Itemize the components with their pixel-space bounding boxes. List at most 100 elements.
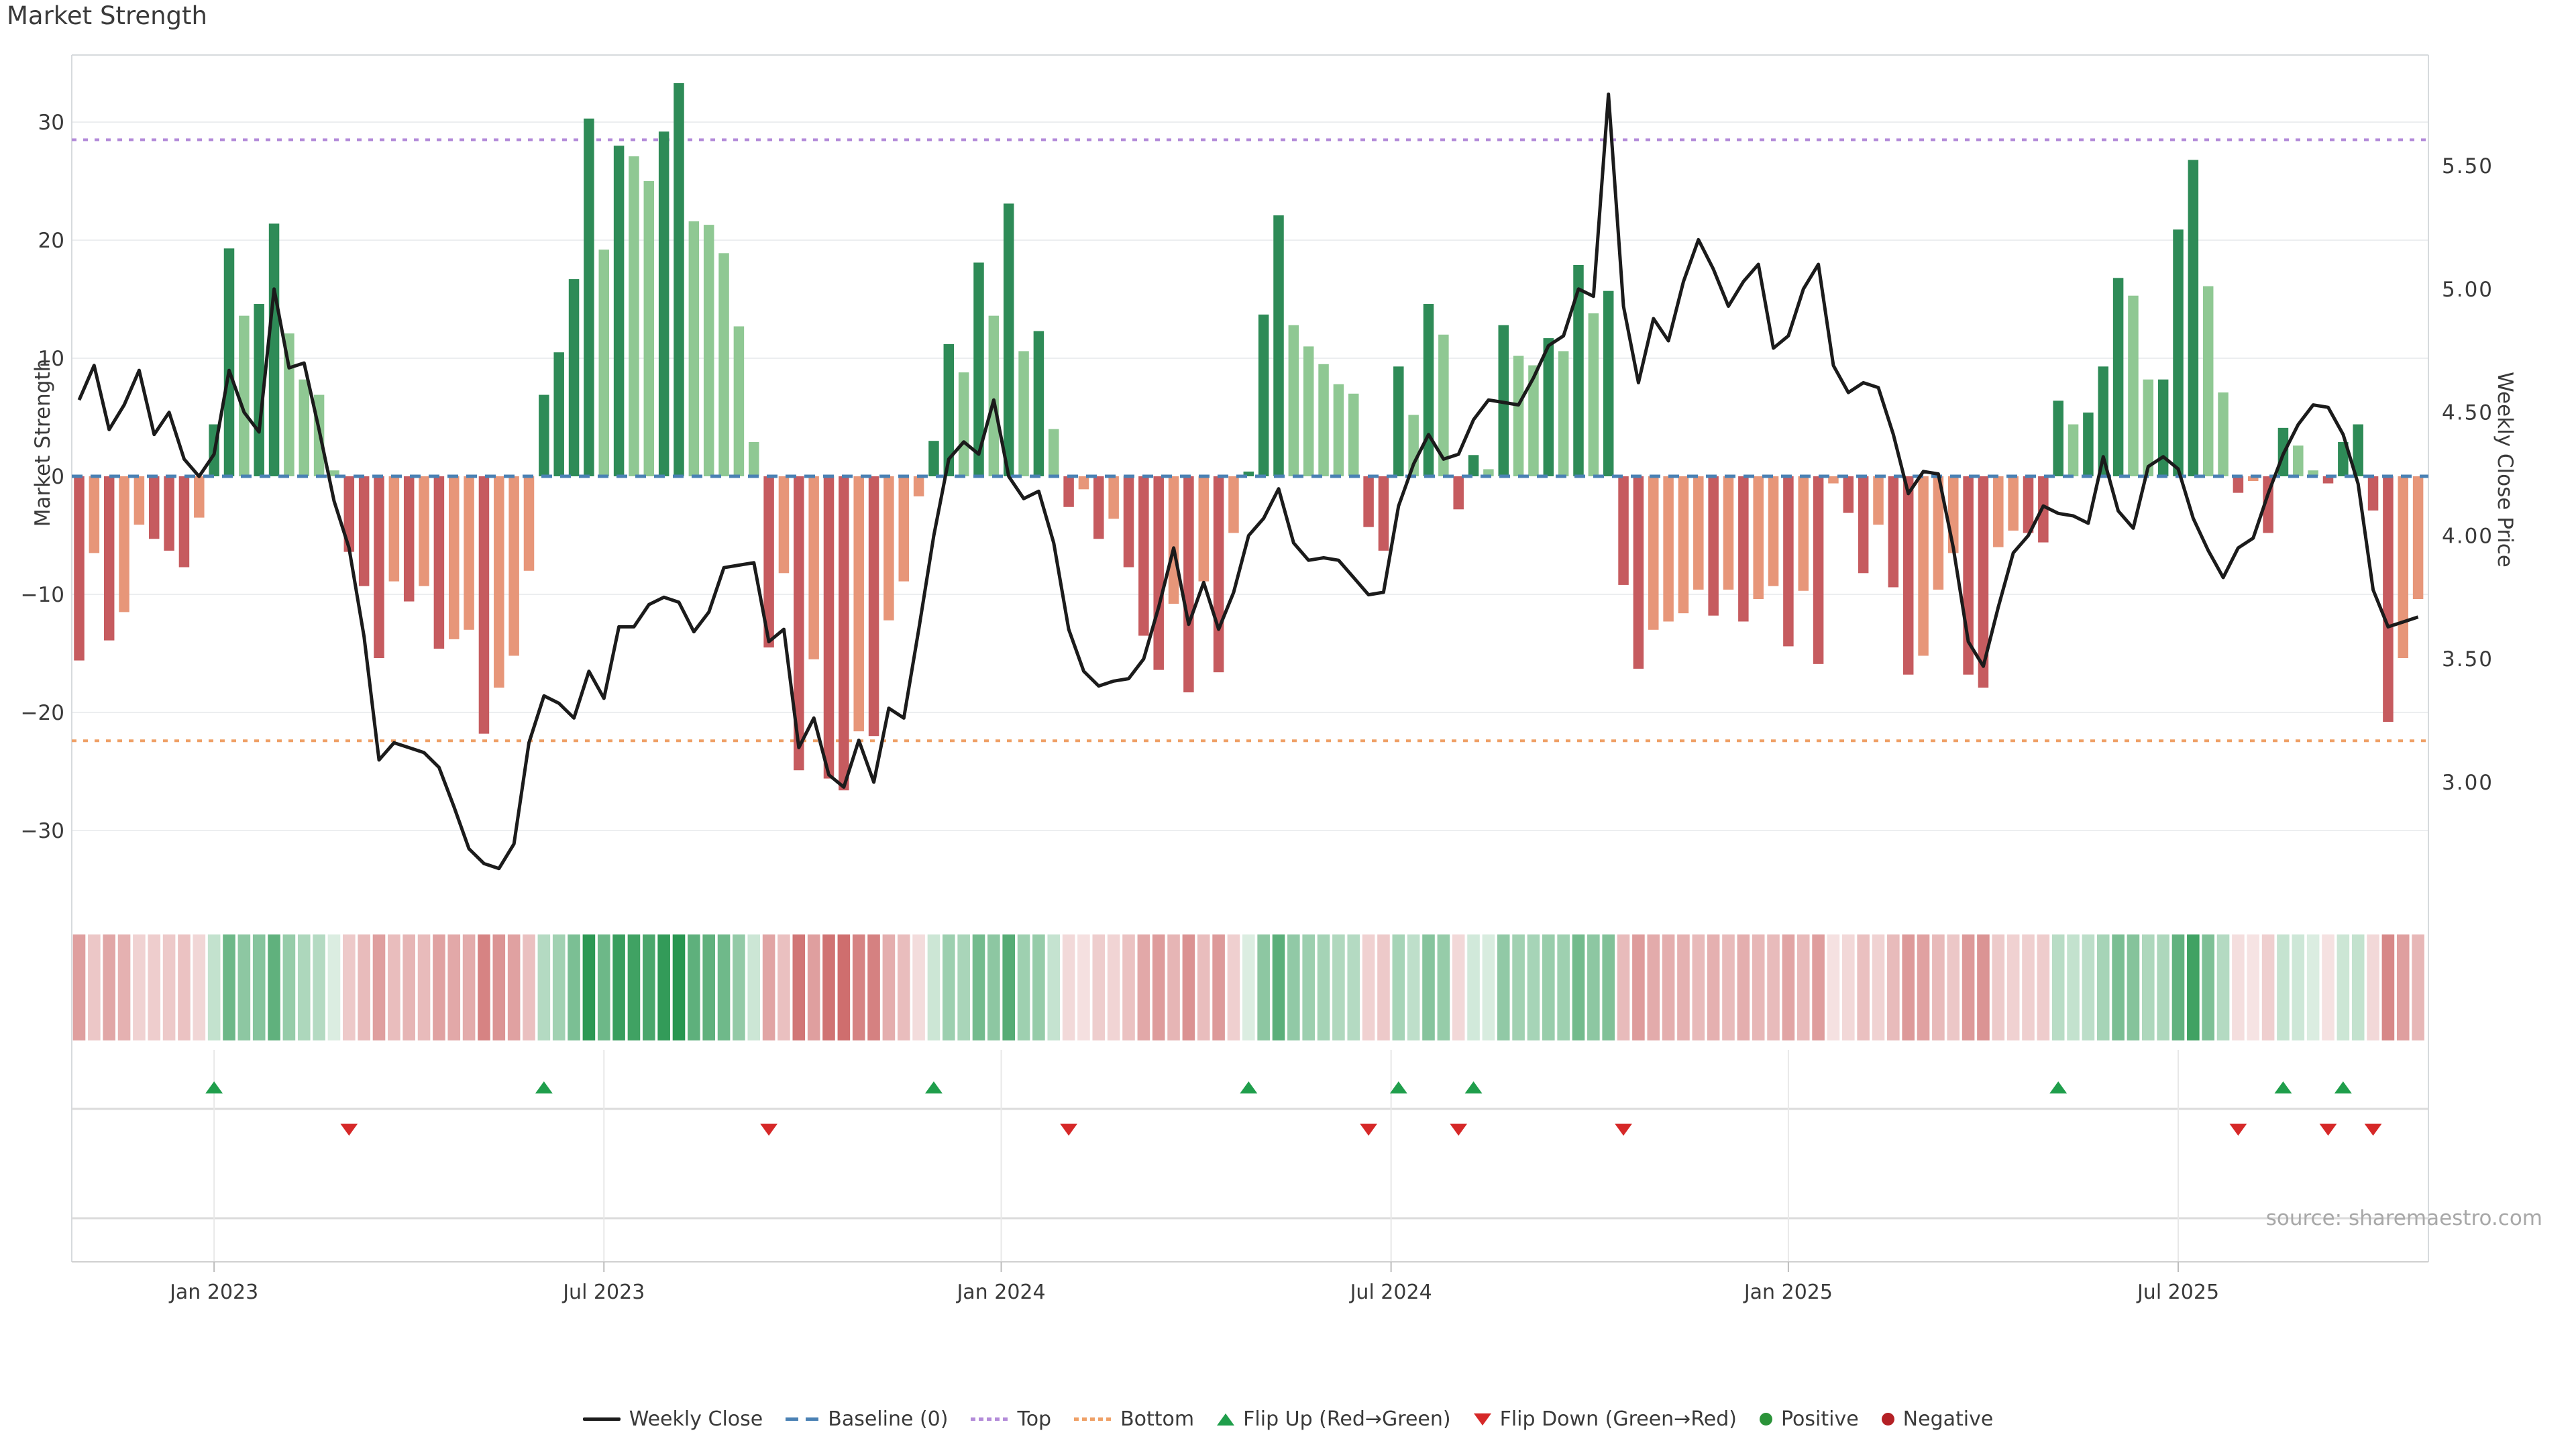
heatmap-cell: [2292, 934, 2305, 1040]
legend-item[interactable]: Baseline (0): [786, 1407, 948, 1431]
legend-item[interactable]: Top: [971, 1407, 1051, 1431]
heatmap-cell: [2051, 934, 2065, 1040]
legend-item[interactable]: Flip Down (Green→Red): [1473, 1407, 1737, 1431]
legend-label: Positive: [1781, 1407, 1859, 1431]
heatmap-cell: [2261, 934, 2275, 1040]
strength-bar: [2233, 476, 2244, 493]
heatmap-cell: [492, 934, 506, 1040]
heatmap-cell: [1902, 934, 1915, 1040]
right-tick-label: 5.00: [2442, 278, 2493, 302]
strength-bar: [1858, 476, 1869, 574]
strength-bar: [149, 476, 160, 539]
flip-down-triangle-icon: [2364, 1124, 2382, 1136]
heatmap-cell: [1032, 934, 1045, 1040]
legend-item[interactable]: Flip Up (Red→Green): [1217, 1407, 1451, 1431]
strength-bar: [464, 476, 474, 630]
weekly-close-line: [77, 92, 2419, 871]
strength-bar: [1288, 325, 1299, 476]
strength-bar: [1393, 366, 1404, 476]
strength-bar: [853, 476, 864, 732]
heatmap-cell: [1707, 934, 1720, 1040]
heatmap-cell: [552, 934, 566, 1040]
heatmap-cell: [1317, 934, 1330, 1040]
flip-up-triangle-icon: [1389, 1081, 1407, 1093]
heatmap-cell: [867, 934, 880, 1040]
heatmap-cell: [237, 934, 251, 1040]
heatmap-cell: [162, 934, 176, 1040]
strength-bar: [658, 131, 669, 476]
heatmap-cell: [1062, 934, 1075, 1040]
strength-bar: [2083, 412, 2094, 476]
page-title: Market Strength: [7, 1, 207, 30]
strength-bar: [1483, 469, 1494, 476]
strength-bar: [239, 315, 250, 476]
strength-bar: [1423, 304, 1434, 476]
heatmap-cell: [1617, 934, 1630, 1040]
strength-bar: [1078, 476, 1089, 490]
strength-bar: [883, 476, 894, 621]
legend-item[interactable]: Negative: [1881, 1407, 1993, 1431]
left-tick-label: 10: [38, 347, 64, 371]
strength-bar: [1918, 476, 1929, 656]
strength-bar: [343, 476, 355, 552]
heatmap-cell: [2187, 934, 2200, 1040]
marker-panel: [72, 1050, 2428, 1262]
strength-bar: [2293, 445, 2304, 476]
strength-bar: [433, 476, 445, 649]
heatmap-cell: [178, 934, 191, 1040]
strength-bar: [808, 476, 819, 659]
heatmap-cell: [568, 934, 580, 1040]
strength-bar: [1363, 476, 1374, 527]
flip-up-markers: [205, 1081, 2352, 1093]
heatmap-cell: [1167, 934, 1180, 1040]
heatmap-cell: [462, 934, 476, 1040]
heatmap-cell: [402, 934, 415, 1040]
strength-bar: [1768, 476, 1779, 586]
strength-bar: [1902, 476, 1914, 675]
flip-up-triangle-icon: [1240, 1081, 1258, 1093]
flip-up-triangle-icon: [535, 1081, 553, 1093]
heatmap-cell: [2396, 934, 2410, 1040]
strength-bar: [1243, 471, 1254, 476]
right-axis-ticks: 5.50 5.00 4.50 4.00 3.50 3.00: [2442, 154, 2493, 795]
heatmap-cell: [627, 934, 641, 1040]
strength-bar: [1513, 356, 1524, 476]
strength-bar: [329, 470, 339, 476]
heatmap-cell: [822, 934, 835, 1040]
heatmap-cell: [1407, 934, 1420, 1040]
heatmap-cell: [2082, 934, 2095, 1040]
heatmap-cell: [688, 934, 700, 1040]
strength-bar: [1723, 476, 1734, 590]
legend-tri-down-icon: [1473, 1413, 1491, 1426]
heatmap-cell: [1197, 934, 1210, 1040]
legend-item[interactable]: Bottom: [1074, 1407, 1194, 1431]
heatmap-cell: [268, 934, 280, 1040]
strength-bar: [703, 225, 714, 476]
strength-bar: [2308, 470, 2318, 476]
heatmap-cell: [943, 934, 955, 1040]
heatmap-cell: [1812, 934, 1825, 1040]
x-tick-label: Jul 2025: [2136, 1281, 2219, 1304]
heatmap-cell: [1152, 934, 1165, 1040]
heatmap-cell: [117, 934, 131, 1040]
heatmap-cell: [2096, 934, 2110, 1040]
legend-item[interactable]: Weekly Close: [582, 1407, 763, 1431]
strength-bar: [1573, 264, 1584, 476]
left-tick-label: 20: [38, 229, 64, 253]
heatmap-cell: [1557, 934, 1570, 1040]
heatmap-cell: [2067, 934, 2080, 1040]
heatmap-cell: [358, 934, 370, 1040]
strength-bar: [1333, 384, 1344, 476]
strength-bar: [1843, 476, 1854, 513]
strength-bar: [194, 476, 205, 518]
strength-bar: [2068, 424, 2079, 476]
heatmap-cell: [148, 934, 161, 1040]
strength-bar: [1138, 476, 1149, 636]
strength-bar: [119, 476, 129, 612]
flip-up-triangle-icon: [2274, 1081, 2292, 1093]
strength-bar: [1648, 476, 1659, 630]
flip-down-triangle-icon: [1615, 1124, 1633, 1136]
heatmap-cell: [1872, 934, 1885, 1040]
legend-item[interactable]: Positive: [1760, 1407, 1859, 1431]
heatmap-cell: [1587, 934, 1600, 1040]
